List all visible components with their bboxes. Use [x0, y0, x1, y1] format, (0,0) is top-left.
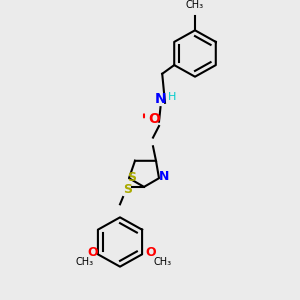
Text: CH₃: CH₃ [186, 0, 204, 10]
Text: S: S [128, 171, 136, 184]
Text: N: N [159, 170, 169, 183]
Text: O: O [87, 247, 98, 260]
Text: H: H [168, 92, 177, 102]
Text: O: O [146, 247, 156, 260]
Text: N: N [155, 92, 166, 106]
Text: CH₃: CH₃ [75, 257, 93, 267]
Text: O: O [148, 112, 160, 126]
Text: CH₃: CH₃ [153, 257, 171, 267]
Text: S: S [123, 183, 132, 196]
